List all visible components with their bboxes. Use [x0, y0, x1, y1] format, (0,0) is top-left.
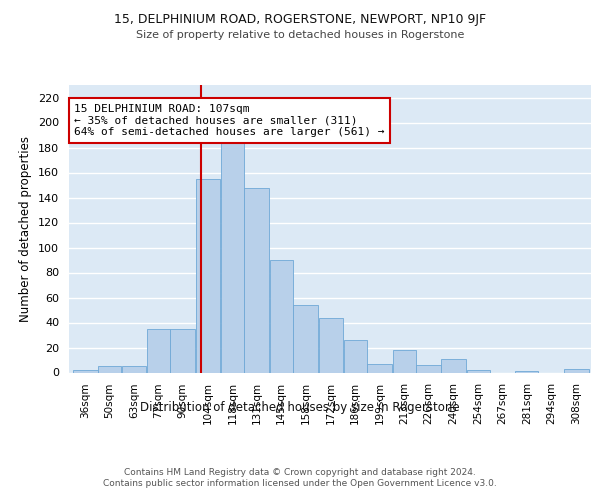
Text: Contains HM Land Registry data © Crown copyright and database right 2024.
Contai: Contains HM Land Registry data © Crown c… — [103, 468, 497, 487]
Text: Size of property relative to detached houses in Rogerstone: Size of property relative to detached ho… — [136, 30, 464, 40]
Bar — [367, 364, 392, 372]
Bar — [515, 371, 538, 372]
Bar — [170, 329, 195, 372]
Bar — [293, 305, 318, 372]
Bar — [122, 366, 146, 372]
Bar — [270, 260, 293, 372]
Bar — [564, 369, 589, 372]
Bar — [319, 318, 343, 372]
Bar — [244, 188, 269, 372]
Bar — [73, 370, 98, 372]
Text: 15, DELPHINIUM ROAD, ROGERSTONE, NEWPORT, NP10 9JF: 15, DELPHINIUM ROAD, ROGERSTONE, NEWPORT… — [114, 12, 486, 26]
Bar — [196, 179, 220, 372]
Bar — [467, 370, 490, 372]
Text: 15 DELPHINIUM ROAD: 107sqm
← 35% of detached houses are smaller (311)
64% of sem: 15 DELPHINIUM ROAD: 107sqm ← 35% of deta… — [74, 104, 385, 137]
Bar — [98, 366, 121, 372]
Text: Distribution of detached houses by size in Rogerstone: Distribution of detached houses by size … — [140, 401, 460, 414]
Bar — [344, 340, 367, 372]
Bar — [416, 365, 441, 372]
Bar — [392, 350, 416, 372]
Y-axis label: Number of detached properties: Number of detached properties — [19, 136, 32, 322]
Bar — [442, 359, 466, 372]
Bar — [221, 120, 244, 372]
Bar — [147, 329, 170, 372]
